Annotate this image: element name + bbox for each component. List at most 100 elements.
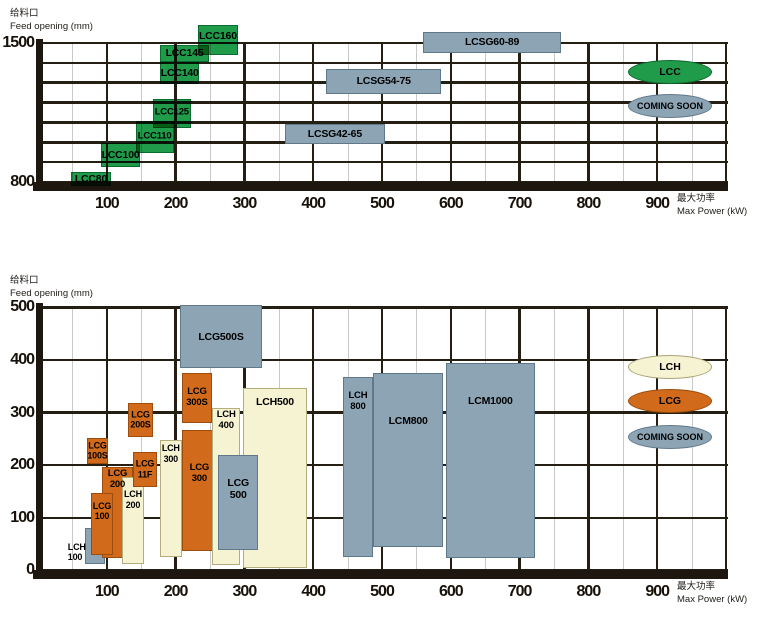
y-axis-bar xyxy=(36,39,43,191)
gridline-major-h xyxy=(36,81,728,84)
x-tick-500: 500 xyxy=(370,583,395,600)
y-tick-500: 500 xyxy=(10,298,35,316)
model-label-line: LCG xyxy=(88,440,107,451)
model-label-LCG500S: LCG500S xyxy=(180,331,263,343)
model-box-LCG300S xyxy=(181,373,213,423)
model-label-LCM800: LCM800 xyxy=(373,415,443,427)
gridline-minor-v xyxy=(554,307,555,571)
model-label-holder-LCG500S: LCG500S xyxy=(180,305,263,368)
model-label-holder-LCH400: LCH 400 xyxy=(212,408,240,565)
model-label-holder-LCSG54-75: LCSG54-75 xyxy=(326,69,441,94)
model-box-LCM800 xyxy=(373,373,444,548)
x-tick-200: 200 xyxy=(163,195,189,212)
x-axis-bar xyxy=(33,570,728,579)
x-tick-100: 100 xyxy=(94,195,120,212)
gridline-major-v xyxy=(449,41,453,182)
gridline-major-h xyxy=(36,121,728,124)
model-label-LCG100S: LCG 100S xyxy=(87,441,108,462)
model-label-line: 500 xyxy=(229,489,247,502)
model-box-LCC110 xyxy=(135,121,174,154)
model-label-LCC160: LCC160 xyxy=(198,30,239,42)
gridline-minor-v xyxy=(210,43,211,182)
gridline-minor-v xyxy=(278,43,280,182)
gridline-major-v xyxy=(587,305,590,571)
x-tick-600: 600 xyxy=(438,583,464,600)
gridline-minor-v xyxy=(72,307,74,571)
x-axis-title-top-cn: 最大功率 xyxy=(677,193,716,204)
model-label-holder-LCH300: LCH 300 xyxy=(160,440,182,557)
model-label-line: LCC80 xyxy=(74,173,108,186)
gridline-major-v xyxy=(380,305,384,571)
model-box-LCH800 xyxy=(342,377,374,558)
model-label-holder-LCG11F: LCG 11F xyxy=(133,452,157,488)
gridline-minor-v xyxy=(691,43,693,182)
model-label-line: LCSG60-89 xyxy=(464,36,520,49)
x-axis-title-bottom-cn: 最大功率 xyxy=(677,581,716,592)
model-label-holder-LCH200: LCH 200 xyxy=(122,477,144,563)
y-axis-title-bottom-en: Feed opening (mm) xyxy=(10,288,93,300)
model-label-holder-LCM1000: LCM1000 xyxy=(446,363,535,558)
model-label-LCC80: LCC80 xyxy=(71,173,111,185)
model-box-LCSG60-89 xyxy=(423,31,561,53)
gridline-major-v xyxy=(380,41,384,182)
x-axis-title-top: 最大功率 Max Power (kW) xyxy=(677,192,747,219)
model-label-line: LCH500 xyxy=(256,396,294,409)
model-box-LCSG54-75 xyxy=(326,68,442,94)
legend-coming-soon: COMING SOON xyxy=(628,93,712,118)
model-label-line: LCC145 xyxy=(165,47,204,60)
model-label-holder-LCSG42-65: LCSG42-65 xyxy=(285,124,385,144)
model-box-LCM1000 xyxy=(445,363,535,559)
gridline-major-h xyxy=(36,101,728,104)
gridline-major-h xyxy=(36,180,728,184)
gridline-minor-v xyxy=(141,307,143,571)
x-tick-600: 600 xyxy=(438,195,464,212)
gridline-major-v xyxy=(655,41,659,182)
model-label-LCH300: LCH 300 xyxy=(160,443,182,464)
model-label-line: 800 xyxy=(350,401,366,413)
model-label-holder-LCG100S: LCG 100S xyxy=(87,438,108,463)
y-axis-bar xyxy=(36,303,43,580)
model-label-line: LCG500S xyxy=(198,330,244,343)
model-box-LCH400 xyxy=(212,408,241,566)
model-label-LCH100: LCH 100 xyxy=(68,542,86,563)
gridline-major-v xyxy=(311,41,315,182)
model-box-LCC145 xyxy=(160,44,209,62)
gridline-major-v xyxy=(518,305,521,571)
x-tick-100: 100 xyxy=(94,583,120,600)
model-label-LCM1000: LCM1000 xyxy=(446,395,535,407)
model-label-holder-LCM800: LCM800 xyxy=(373,373,443,547)
model-label-line: 200 xyxy=(125,499,141,510)
model-label-line: LCG xyxy=(107,468,128,480)
gridline-major-v xyxy=(105,305,109,571)
model-label-holder-LCG100: LCG 100 xyxy=(91,493,113,556)
gridline-minor-v xyxy=(72,43,74,182)
model-label-line: LCH xyxy=(123,489,142,500)
model-label-holder-LCC80: LCC80 xyxy=(71,172,111,186)
model-label-holder-LCG500: LCG 500 xyxy=(218,455,258,550)
model-label-holder-LCH800: LCH 800 xyxy=(343,377,373,557)
gridline-minor-v xyxy=(485,43,487,182)
model-label-holder-LCC145: LCC145 xyxy=(160,45,208,62)
gridline-major-v xyxy=(105,41,109,182)
gridline-minor-v xyxy=(622,307,624,571)
x-tick-300: 300 xyxy=(232,195,258,212)
model-label-holder-LCC100: LCC100 xyxy=(101,143,141,167)
model-box-LCG100S xyxy=(86,438,109,464)
model-box-LCC80 xyxy=(71,172,111,187)
gridline-major-v xyxy=(724,41,728,182)
gridline-major-h xyxy=(36,358,728,362)
x-tick-300: 300 xyxy=(232,583,258,600)
model-box-LCG100 xyxy=(90,492,113,556)
gridline-major-h xyxy=(36,516,728,520)
model-label-line: LCC100 xyxy=(101,149,140,162)
model-label-holder-LCG200S: LCG 200S xyxy=(128,403,153,438)
gridline-major-h xyxy=(36,141,728,144)
y-tick-0: 0 xyxy=(26,561,35,579)
model-label-LCG300S: LCG 300S xyxy=(182,386,212,409)
model-label-LCG300: LCG 300 xyxy=(182,463,217,485)
